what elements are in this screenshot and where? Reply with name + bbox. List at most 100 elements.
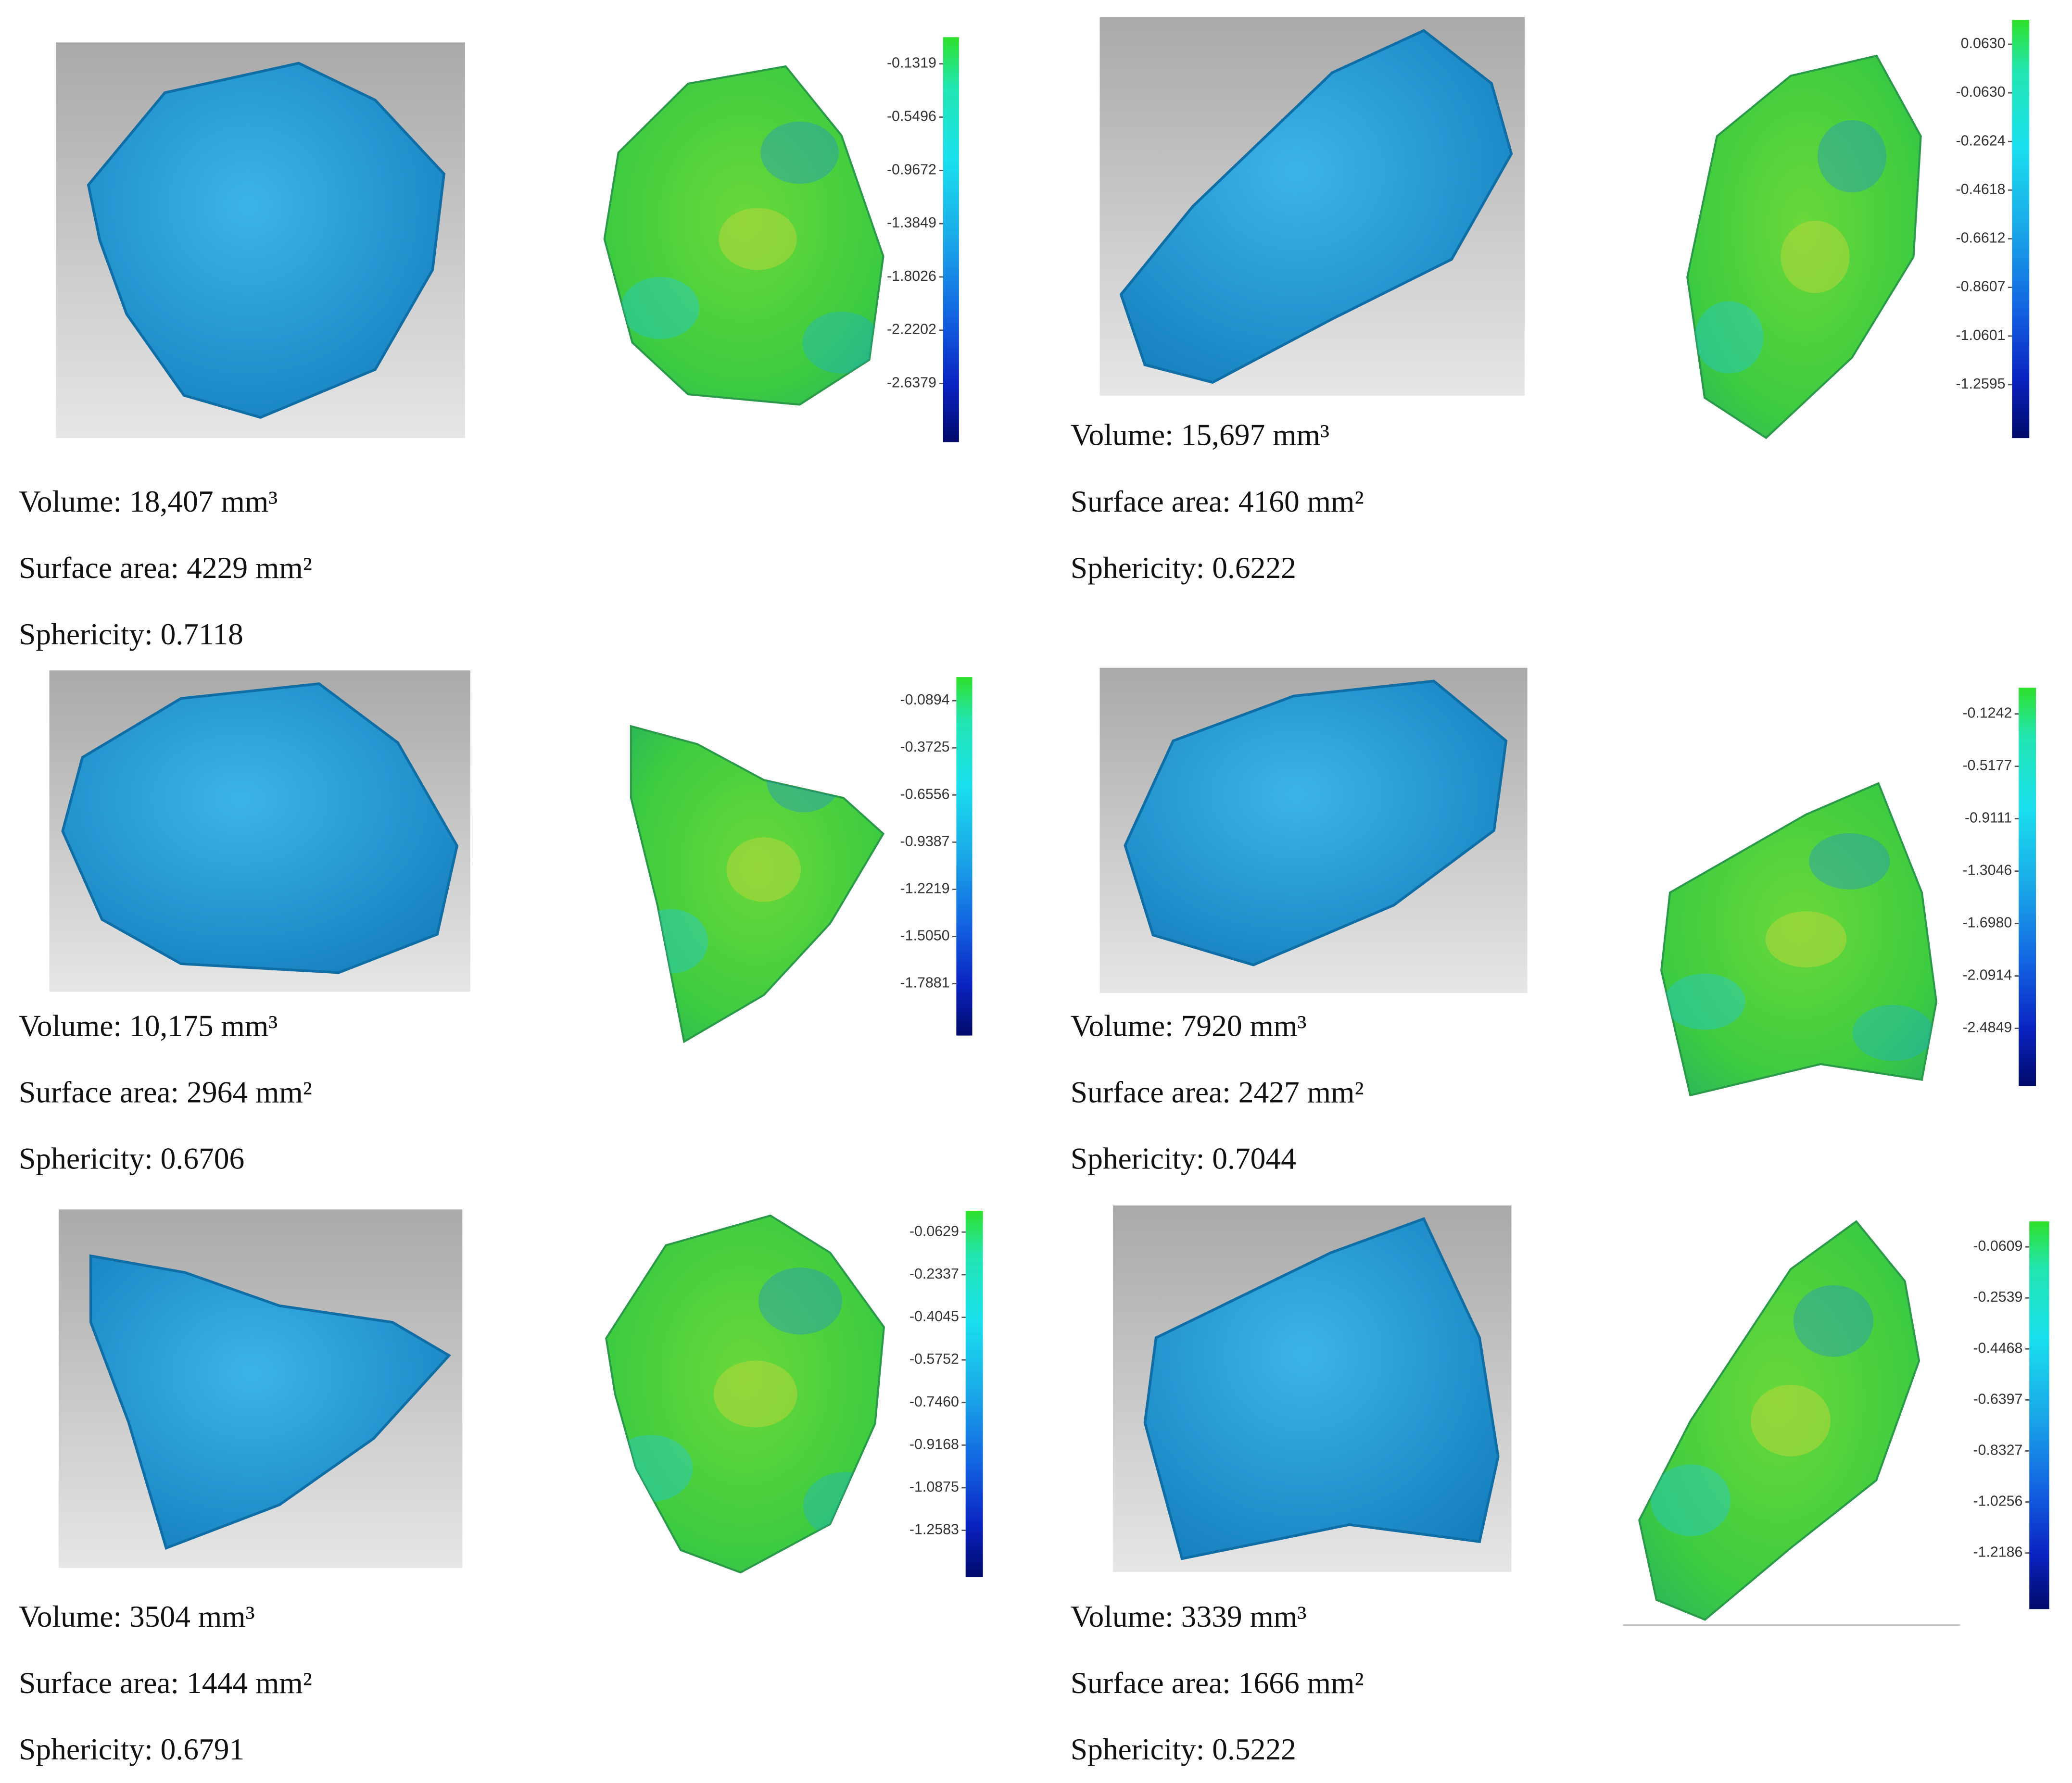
scale-label: -0.1242	[1962, 705, 2012, 721]
scale-label: -0.7460	[910, 1394, 959, 1410]
deviation-spot	[758, 1268, 842, 1335]
sphericity: Sphericity: 0.6706	[19, 1141, 244, 1175]
deviation-spot	[760, 121, 839, 184]
scale-label: -1.2583	[910, 1522, 959, 1538]
deviation-map	[603, 65, 884, 406]
deviation-map	[630, 725, 885, 1043]
scale-label: -0.4468	[1973, 1340, 2022, 1356]
scale-label: -1.2219	[900, 881, 950, 897]
deviation-spot	[1765, 911, 1847, 967]
color-scale	[965, 1211, 983, 1578]
scan-model	[87, 62, 446, 419]
surface-area: Surface area: 4160 mm²	[1071, 484, 1364, 518]
deviation-spot	[609, 1435, 693, 1502]
deviation-spot	[1750, 1384, 1831, 1457]
scan-model	[1119, 29, 1513, 384]
scale-label: -0.9672	[887, 162, 936, 177]
scale-label: -0.2624	[1956, 133, 2006, 149]
scale-label: -1.2595	[1956, 376, 2006, 392]
deviation-spot	[1664, 973, 1745, 1030]
scale-label: -1.3849	[887, 215, 936, 231]
deviation-spot	[806, 944, 881, 1010]
surface-area: Surface area: 1444 mm²	[19, 1666, 312, 1700]
deviation-spot	[802, 311, 881, 374]
scale-label: -1.3046	[1962, 863, 2012, 879]
deviation-spot	[1809, 833, 1890, 890]
surface-area: Surface area: 4229 mm²	[19, 551, 312, 585]
scale-label: -1.0601	[1956, 327, 2006, 343]
scale-label: -0.3725	[900, 739, 950, 755]
volume: Volume: 10,175 mm³	[19, 1008, 278, 1042]
scale-label: -0.9168	[910, 1436, 959, 1452]
scale-label: -0.4618	[1956, 181, 2006, 197]
sphericity: Sphericity: 0.7044	[1071, 1141, 1296, 1175]
deviation-spot	[1793, 1285, 1874, 1357]
deviation-spot	[713, 1360, 797, 1428]
scale-label: -1.6980	[1962, 915, 2012, 931]
scale-label: -1.2186	[1973, 1544, 2022, 1560]
scale-label: -0.6612	[1956, 230, 2006, 246]
scan-model	[89, 1254, 451, 1550]
scan-model	[1124, 679, 1508, 967]
scale-label: -0.0630	[1956, 84, 2006, 100]
scale-label: -0.0609	[1973, 1238, 2022, 1254]
deviation-spot	[803, 1472, 884, 1539]
scale-label: -0.2539	[1973, 1289, 2022, 1305]
deviation-spot	[719, 208, 797, 270]
scale-label: -0.5177	[1962, 758, 2012, 774]
scale-label: -0.0894	[900, 692, 950, 708]
volume: Volume: 3504 mm³	[19, 1599, 255, 1633]
scale-label: -0.6397	[1973, 1391, 2022, 1407]
scale-label: -2.2202	[887, 322, 936, 338]
sphericity: Sphericity: 0.6222	[1071, 551, 1296, 585]
color-scale	[956, 677, 973, 1036]
deviation-spot	[766, 747, 841, 813]
scale-label: -0.5496	[887, 109, 936, 125]
scale-label: -0.5752	[910, 1351, 959, 1367]
scale-label: -1.0256	[1973, 1494, 2022, 1509]
scale-label: -2.0914	[1962, 967, 2012, 983]
scale-label: -2.4849	[1962, 1020, 2012, 1036]
color-scale	[2029, 1221, 2049, 1609]
deviation-spot	[1854, 341, 1921, 414]
scale-label: 0.0630	[1961, 36, 2006, 51]
scan-model	[1143, 1217, 1500, 1560]
surface-area: Surface area: 2427 mm²	[1071, 1075, 1364, 1109]
deviation-map	[605, 1214, 885, 1574]
scale-label: -1.0875	[910, 1479, 959, 1495]
surface-area: Surface area: 2964 mm²	[19, 1075, 312, 1109]
scale-label: -1.8026	[887, 268, 936, 284]
scale-label: -0.8327	[1973, 1442, 2022, 1458]
scale-label: -0.4045	[910, 1309, 959, 1325]
deviation-spot	[633, 909, 708, 974]
scale-label: -0.6556	[900, 786, 950, 802]
deviation-spot	[1818, 120, 1887, 193]
deviation-spot	[1651, 1464, 1731, 1536]
scale-label: -2.6379	[887, 375, 936, 391]
deviation-map	[1638, 1220, 1920, 1621]
deviation-spot	[1781, 220, 1850, 293]
volume: Volume: 3339 mm³	[1071, 1599, 1307, 1633]
deviation-map	[1686, 54, 1922, 439]
scale-label: -0.8607	[1956, 279, 2006, 295]
scale-label: -1.7881	[900, 975, 950, 991]
scale-label: -0.1319	[887, 55, 936, 71]
deviation-spot	[1694, 301, 1764, 374]
sphericity: Sphericity: 0.6791	[19, 1732, 244, 1766]
color-scale	[943, 37, 959, 442]
scale-label: -1.5050	[900, 928, 950, 944]
deviation-map	[1660, 782, 1938, 1097]
scale-label: -0.9387	[900, 833, 950, 849]
deviation-spot	[726, 837, 801, 902]
sphericity: Sphericity: 0.7118	[19, 617, 243, 651]
sphericity: Sphericity: 0.5222	[1071, 1732, 1296, 1766]
volume: Volume: 7920 mm³	[1071, 1008, 1307, 1042]
scale-label: -0.0629	[910, 1223, 959, 1239]
volume: Volume: 15,697 mm³	[1071, 418, 1329, 452]
scale-label: -0.9111	[1965, 810, 2012, 826]
volume: Volume: 18,407 mm³	[19, 484, 278, 518]
color-scale	[2012, 20, 2030, 439]
scale-label: -0.2337	[910, 1266, 959, 1282]
